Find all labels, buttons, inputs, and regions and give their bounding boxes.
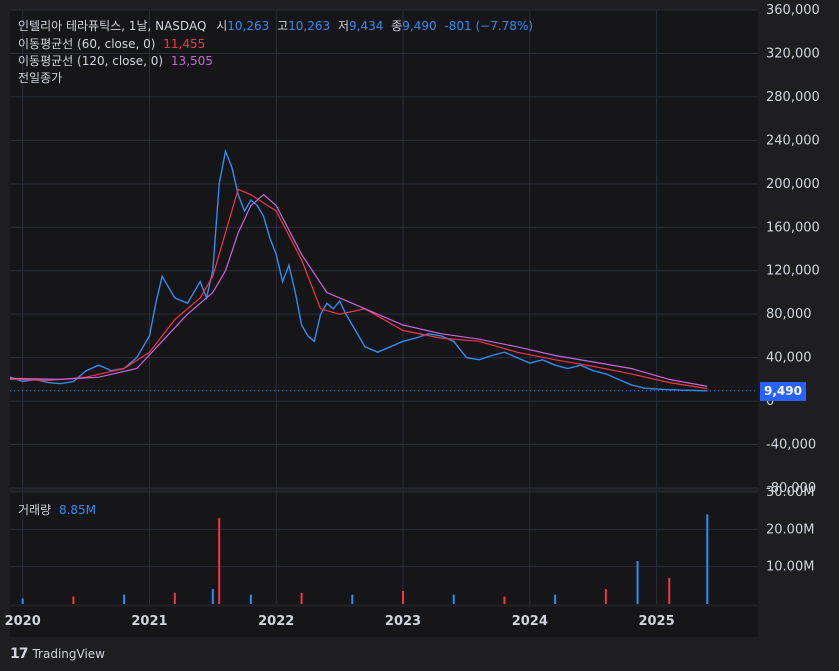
volume-bar — [211, 589, 214, 604]
price-lines — [9, 148, 708, 392]
volume-bars — [21, 514, 709, 604]
time-tick-label: 2020 — [5, 614, 41, 629]
time-tick-label: 2024 — [512, 614, 548, 629]
ohlc-legend: 인텔리아 테라퓨틱스, 1날, NASDAQ 시10,263 고10,263 저… — [18, 19, 533, 34]
volume-bar — [706, 514, 709, 604]
price-tick-label: -80,000 — [766, 481, 816, 496]
ma60-label: 이동평균선 (60, close, 0) — [18, 37, 156, 51]
prev-close-legend[interactable]: 전일종가 — [18, 71, 62, 86]
price-tick-label: 80,000 — [766, 307, 812, 322]
volume-bar — [668, 577, 671, 604]
brand-name: TradingView — [32, 647, 105, 661]
tv-logo-icon: 17 — [10, 646, 29, 662]
volume-bar — [173, 592, 176, 604]
volume-tick-label: 30.00M — [766, 485, 814, 500]
time-axis[interactable] — [10, 607, 758, 637]
volume-bar — [636, 561, 639, 604]
price-tick-label: -40,000 — [766, 438, 816, 453]
ma60-legend[interactable]: 이동평균선 (60, close, 0) 11,455 — [18, 37, 205, 52]
price-tick-label: 360,000 — [766, 3, 820, 18]
ma60-line — [9, 188, 708, 390]
close-value: 9,490 — [402, 19, 437, 33]
price-tick-label: 160,000 — [766, 220, 820, 235]
time-tick-label: 2021 — [131, 614, 167, 629]
time-tick-label: 2025 — [638, 614, 674, 629]
price-axis[interactable]: 360,000 320,000 280,000 240,000 200,000 160,0… — [766, 3, 820, 496]
price-tick-label: 280,000 — [766, 90, 820, 105]
open-label: 시 — [216, 19, 228, 33]
volume-bar — [218, 518, 221, 604]
ma120-label: 이동평균선 (120, close, 0) — [18, 54, 164, 68]
price-tick-label: 240,000 — [766, 133, 820, 148]
low-label: 저 — [337, 19, 350, 33]
high-label: 고 — [277, 19, 289, 33]
volume-bar — [503, 596, 506, 604]
price-tick-label: 120,000 — [766, 264, 820, 279]
footer[interactable]: 17 TradingView — [10, 646, 105, 662]
volume-tick-label: 10.00M — [766, 560, 814, 575]
volume-pane[interactable] — [10, 492, 758, 604]
volume-bar — [402, 590, 405, 604]
volume-bar — [554, 594, 557, 604]
time-axis-labels: 2020 2021 2022 2023 2024 2025 — [5, 614, 675, 629]
prev-close-label: 전일종가 — [18, 71, 63, 85]
symbol-title: 인텔리아 테라퓨틱스, 1날, NASDAQ — [18, 19, 207, 33]
price-tick-label: 320,000 — [766, 46, 820, 61]
price-tick-label: 40,000 — [766, 351, 812, 366]
ma120-line — [9, 193, 708, 387]
volume-bar — [72, 596, 75, 604]
grid-lines — [10, 9, 758, 604]
volume-bar — [300, 592, 303, 604]
volume-label: 거래량 — [18, 503, 52, 517]
last-price-label: 9,490 — [760, 382, 806, 401]
volume-axis[interactable]: 30.00M 20.00M 10.00M — [766, 485, 814, 575]
low-value: 9,434 — [349, 19, 384, 33]
volume-bar — [249, 594, 252, 604]
volume-bar — [21, 598, 24, 604]
time-tick-label: 2022 — [258, 614, 294, 629]
close-label: 종 — [391, 19, 403, 33]
volume-bar — [351, 594, 354, 604]
ma120-legend[interactable]: 이동평균선 (120, close, 0) 13,505 — [18, 54, 213, 69]
price-tick-label: 200,000 — [766, 177, 820, 192]
volume-bar — [123, 594, 126, 604]
volume-value: 8.85M — [58, 503, 97, 517]
price-series-line — [9, 148, 708, 392]
time-tick-label: 2023 — [385, 614, 421, 629]
price-tick-label: 0 — [766, 394, 774, 409]
volume-bar — [604, 589, 607, 604]
high-value: 10,263 — [288, 19, 331, 33]
change-value: -801 (−7.78%) — [444, 19, 534, 33]
ma120-value: 13,505 — [170, 54, 213, 68]
price-pane[interactable] — [10, 10, 758, 488]
ma60-value: 11,455 — [163, 37, 206, 51]
volume-legend[interactable]: 거래량 8.85M — [18, 501, 96, 518]
volume-tick-label: 20.00M — [766, 522, 814, 537]
open-value: 10,263 — [227, 19, 270, 33]
volume-bar — [452, 594, 455, 604]
